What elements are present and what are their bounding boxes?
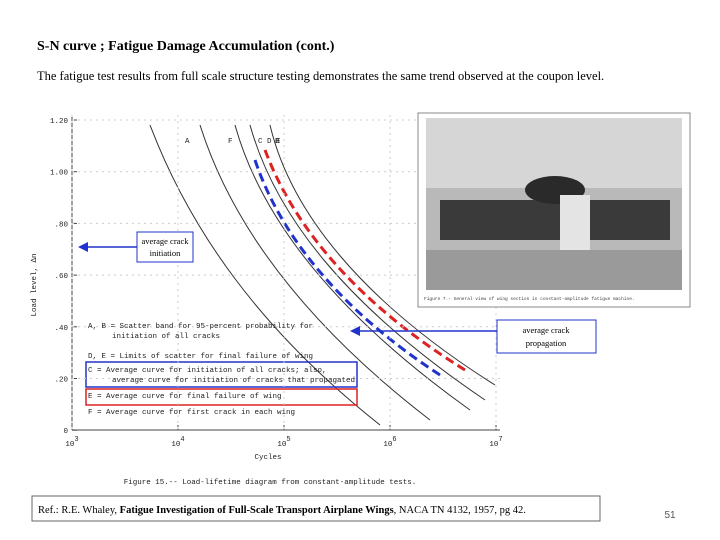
x-tick-base: 10 xyxy=(65,441,75,449)
curve xyxy=(249,124,486,401)
x-tick-base: 10 xyxy=(383,441,393,449)
reference-suffix: , NACA TN 4132, 1957, pg 42. xyxy=(394,505,526,516)
figure: Load level, Δn Cycles Figure 15.-- Load-… xyxy=(31,115,503,487)
x-tick-exp: 3 xyxy=(74,436,78,444)
legend-text: D, E = Limits of scatter for final failu… xyxy=(88,353,313,361)
arrowhead xyxy=(78,242,88,252)
annotation-text: average crack xyxy=(142,236,190,246)
x-tick-label: 106 xyxy=(383,436,396,449)
annotation-text: average crack xyxy=(523,325,571,335)
average-failure-curve xyxy=(263,149,466,372)
legend-text: initiation of all cracks xyxy=(112,333,220,341)
annotation-text: initiation xyxy=(150,248,181,258)
slide-text: The fatigue test results from full scale… xyxy=(37,69,604,83)
reference-prefix: Ref.: R.E. Whaley, xyxy=(38,505,120,516)
curve xyxy=(199,124,431,421)
curve-label: B xyxy=(275,138,280,146)
x-tick-base: 10 xyxy=(277,441,287,449)
x-tick-exp: 5 xyxy=(286,436,290,444)
legend-text: average curve for initiation of cracks t… xyxy=(112,377,355,385)
x-axis-label: Cycles xyxy=(254,454,281,462)
average-initiation-curve xyxy=(253,159,441,377)
legend-text: F = Average curve for first crack in eac… xyxy=(88,409,295,417)
y-axis-label: Load level, Δn xyxy=(31,253,39,316)
curve-label: A xyxy=(185,138,190,146)
legend-text: C = Average curve for initiation of all … xyxy=(88,367,327,375)
x-tick-exp: 4 xyxy=(180,436,184,444)
photo-caption: Figure 7.- General view of wing section … xyxy=(424,296,635,302)
y-tick-label: .20 xyxy=(54,377,68,385)
annotation-text: propagation xyxy=(526,338,567,348)
x-tick-label: 104 xyxy=(171,436,184,449)
reference-box xyxy=(31,495,601,522)
x-tick-label: 103 xyxy=(65,436,78,449)
y-tick-label: .80 xyxy=(54,221,68,229)
legend-highlight xyxy=(85,361,358,388)
photo-rig xyxy=(560,195,590,250)
curve-label: C D E xyxy=(258,138,281,146)
slide-title: S-N curve ; Fatigue Damage Accumulation … xyxy=(37,39,335,54)
reference-title: Fatigue Investigation of Full-Scale Tran… xyxy=(120,505,394,516)
x-tick-exp: 7 xyxy=(498,436,502,444)
y-tick-label: 1.00 xyxy=(50,170,69,178)
annotation-box xyxy=(496,319,597,354)
photo-floor xyxy=(426,250,682,290)
y-tick-label: 1.20 xyxy=(50,118,69,126)
curve-label: F xyxy=(228,138,233,146)
x-tick-label: 105 xyxy=(277,436,290,449)
y-tick-label: .60 xyxy=(54,273,68,281)
reference: Ref.: R.E. Whaley, Fatigue Investigation… xyxy=(38,505,526,516)
y-tick-label: 0 xyxy=(63,428,68,436)
page-number: 51 xyxy=(664,510,676,521)
legend-text: A, B = Scatter band for 95-percent proba… xyxy=(88,323,313,331)
legend-text: E = Average curve for final failure of w… xyxy=(88,393,282,401)
photo-wing xyxy=(440,200,670,240)
y-tick-label: .40 xyxy=(54,325,68,333)
x-tick-exp: 6 xyxy=(392,436,396,444)
x-tick-base: 10 xyxy=(489,441,499,449)
curve xyxy=(234,124,471,411)
x-tick-base: 10 xyxy=(171,441,181,449)
x-tick-label: 107 xyxy=(489,436,502,449)
arrowhead xyxy=(350,326,360,336)
photo: Figure 7.- General view of wing section … xyxy=(417,112,691,308)
curve xyxy=(269,124,496,386)
legend-highlight xyxy=(85,388,358,406)
figure-caption: Figure 15.-- Load-lifetime diagram from … xyxy=(124,479,417,487)
